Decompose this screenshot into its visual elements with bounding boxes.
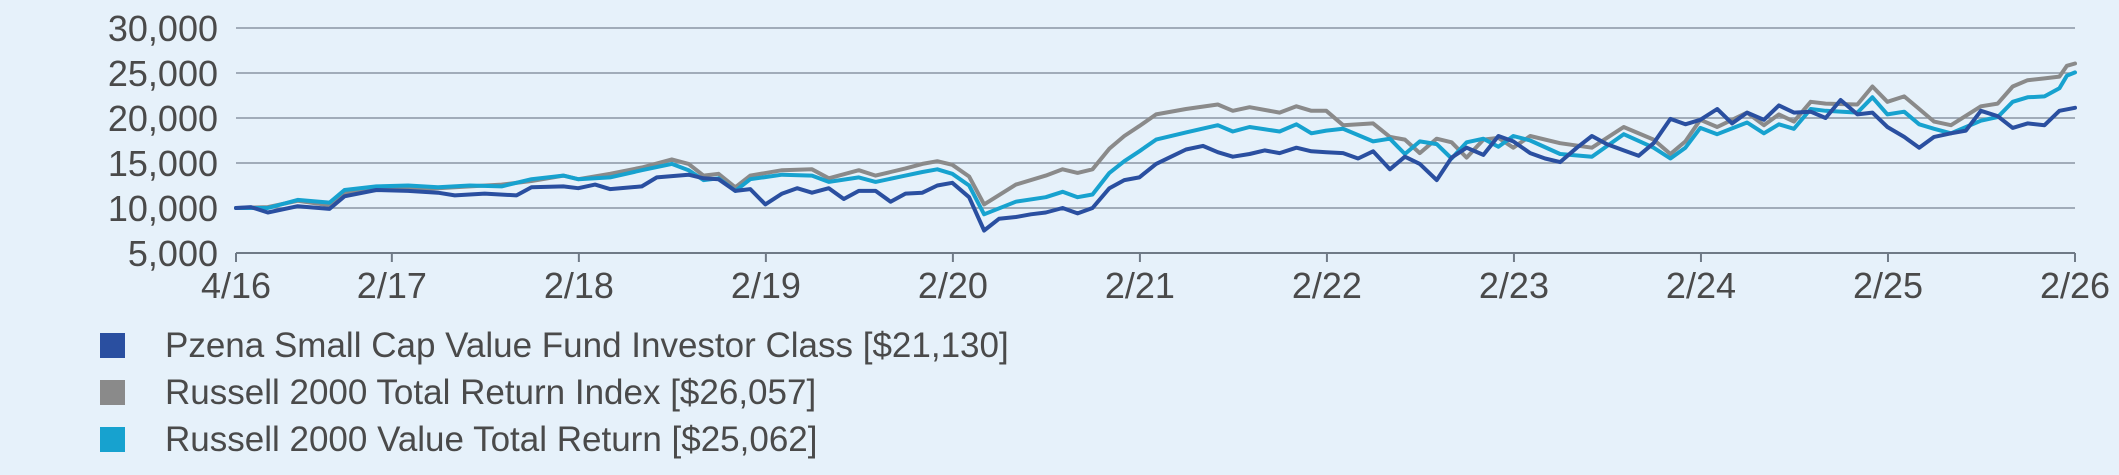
y-tick-label: 30,000 [108,8,218,49]
series-line-0 [234,61,2077,210]
x-tick-label: 2/20 [918,265,988,306]
x-tick-label: 2/18 [544,265,614,306]
x-tick-label: 2/23 [1479,265,1549,306]
series-lines [234,61,2077,233]
series-line-1 [234,70,2077,217]
axes [235,252,2076,262]
legend-item-pzena: Pzena Small Cap Value Fund Investor Clas… [100,322,1009,369]
grid-lines [236,27,2075,209]
legend-swatch-russell-2000-value [100,427,125,452]
legend-label-russell-2000: Russell 2000 Total Return Index [$26,057… [165,372,817,412]
y-tick-label: 5,000 [128,233,218,274]
legend: Pzena Small Cap Value Fund Investor Clas… [100,322,1009,463]
legend-item-russell-2000: Russell 2000 Total Return Index [$26,057… [100,369,1009,416]
legend-swatch-russell-2000 [100,380,125,405]
x-tick-label: 2/17 [357,265,427,306]
x-tick-label: 2/24 [1666,265,1736,306]
x-tick-label: 2/19 [731,265,801,306]
series-line-2 [234,98,2077,233]
y-tick-label: 15,000 [108,143,218,184]
y-tick-label: 20,000 [108,98,218,139]
y-tick-label: 25,000 [108,53,218,94]
x-tick-label: 2/25 [1853,265,1923,306]
y-tick-label: 10,000 [108,188,218,229]
legend-label-pzena: Pzena Small Cap Value Fund Investor Clas… [165,325,1009,365]
x-tick-label: 2/26 [2040,265,2110,306]
x-tick-label: 2/21 [1105,265,1175,306]
legend-label-russell-2000-value: Russell 2000 Value Total Return [$25,062… [165,419,818,459]
legend-swatch-pzena [100,333,125,358]
x-tick-label: 2/22 [1292,265,1362,306]
legend-item-russell-2000-value: Russell 2000 Value Total Return [$25,062… [100,416,1009,463]
x-tick-label: 4/16 [201,265,271,306]
